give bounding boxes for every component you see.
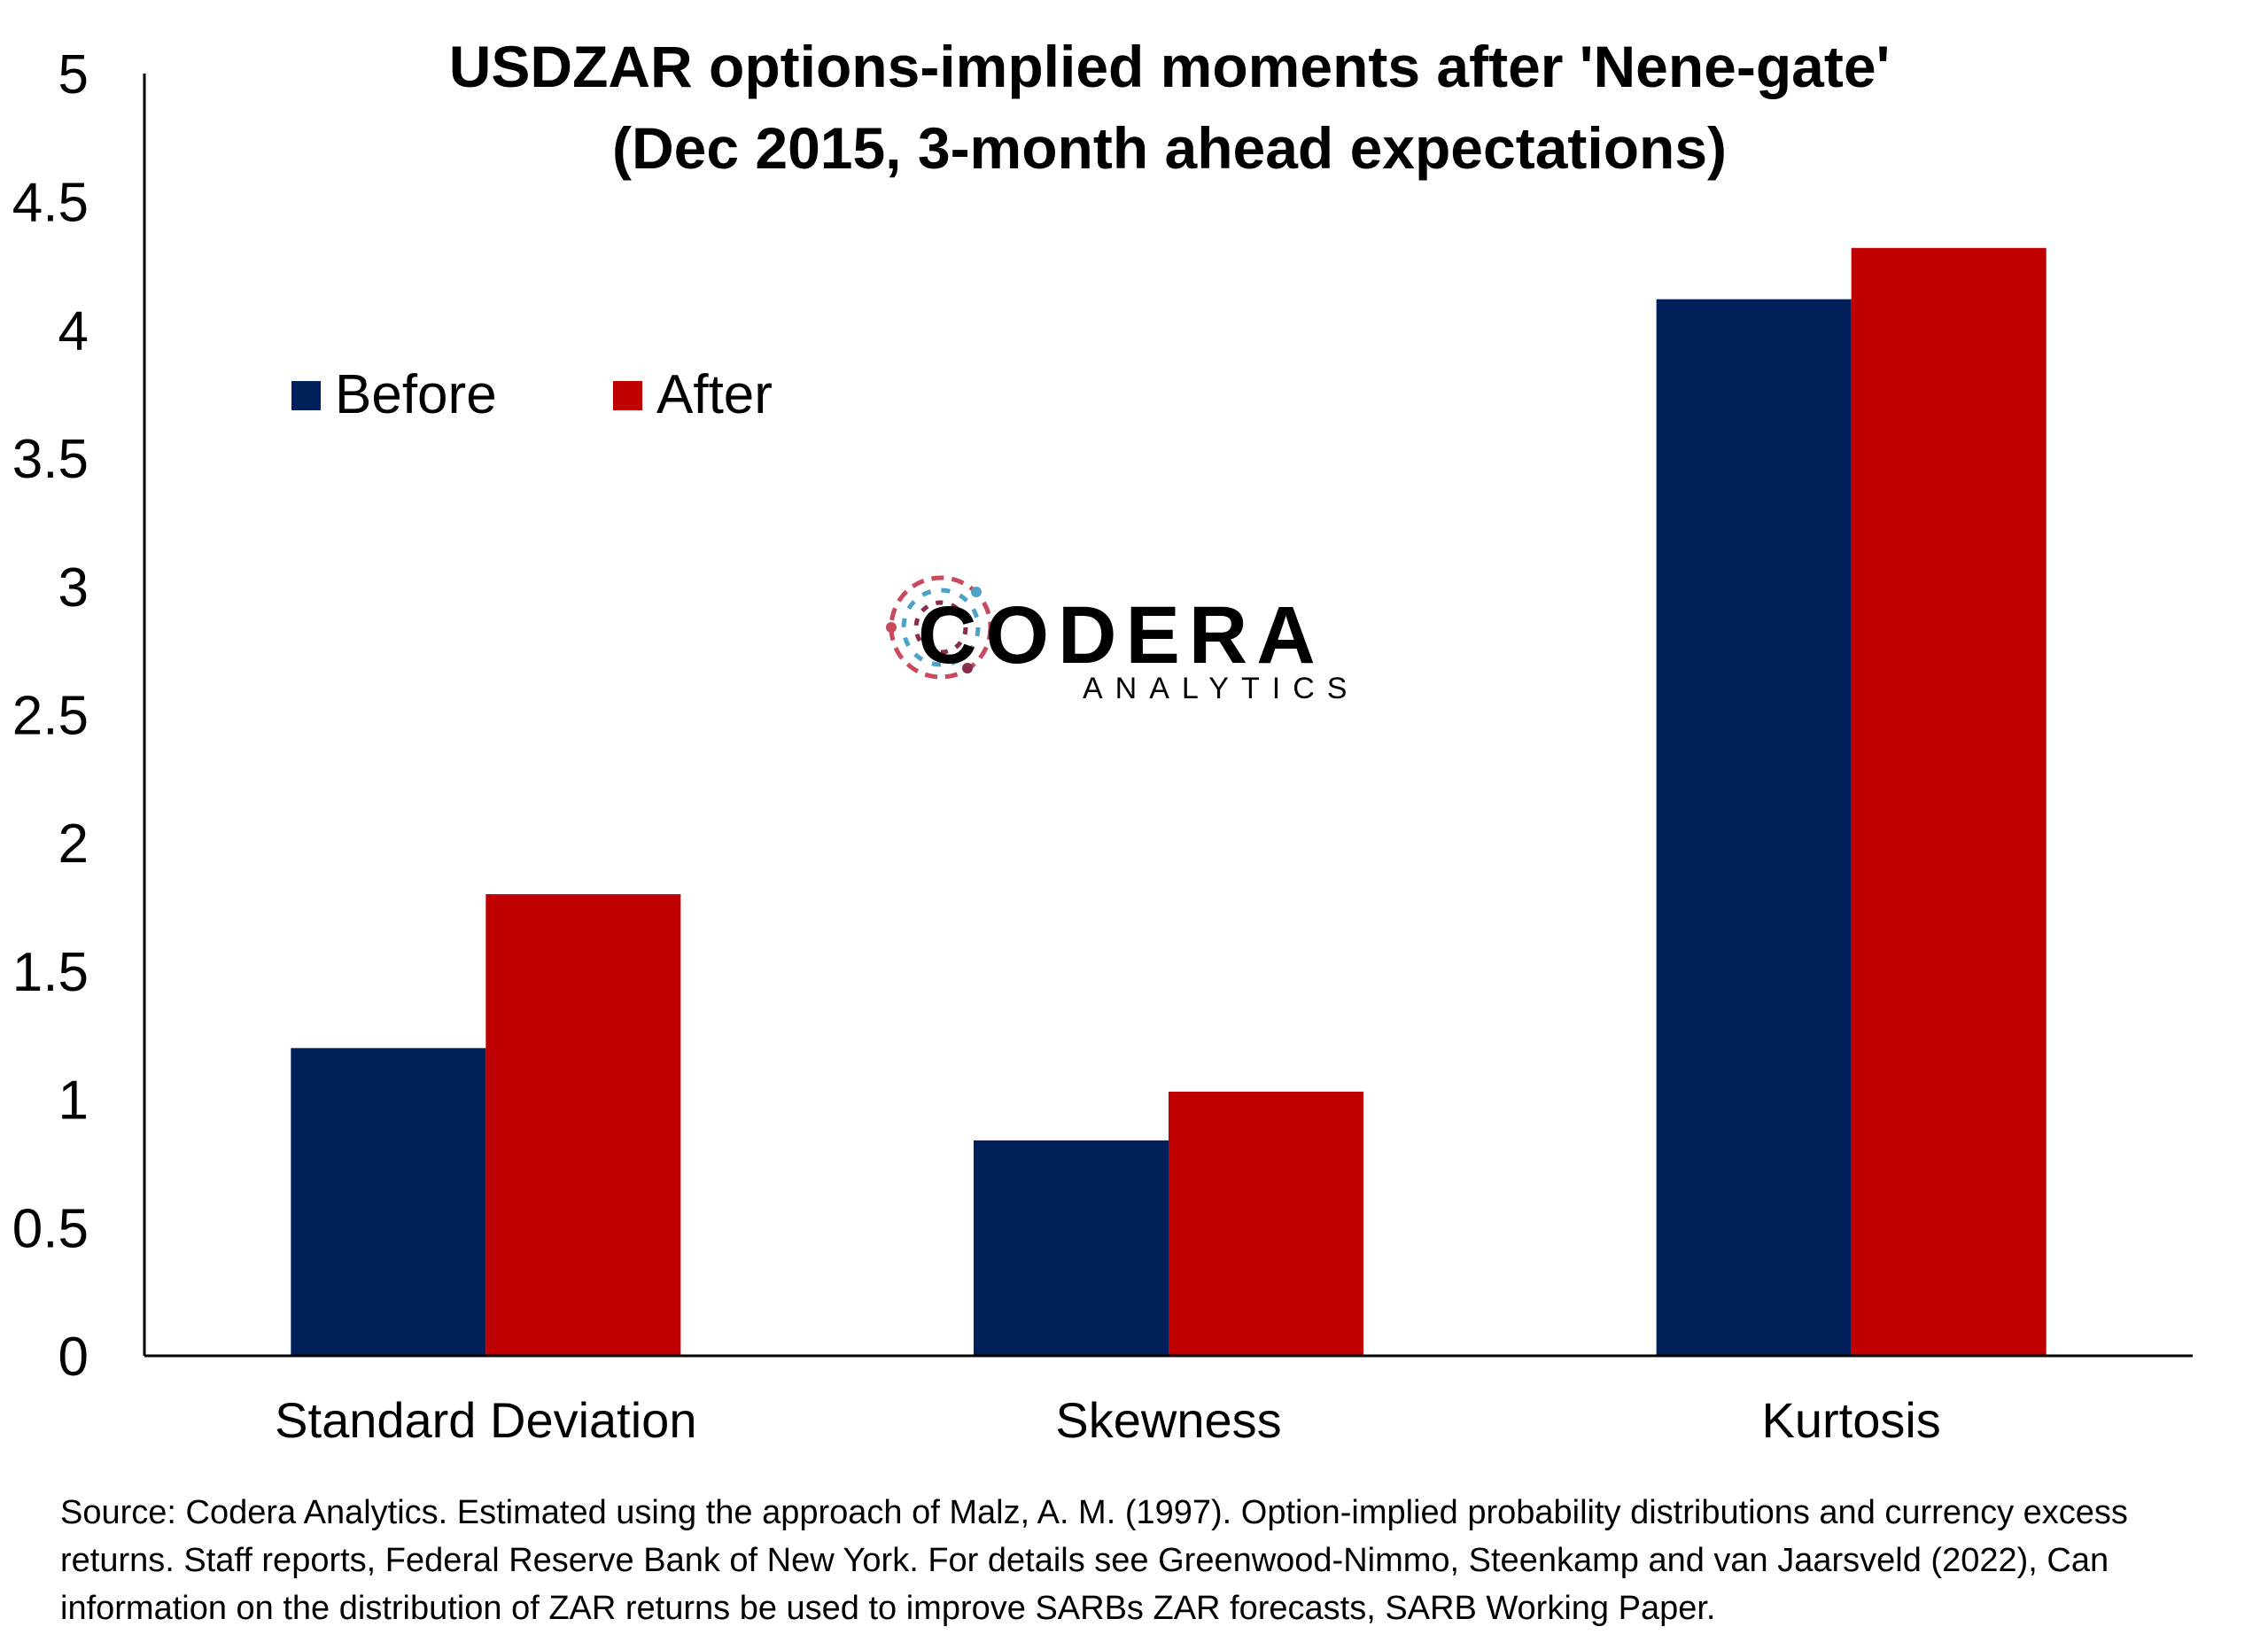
y-tick-label: 0.5 [12,1198,89,1259]
y-tick-label: 3.5 [12,429,89,490]
legend-label-after: After [656,364,773,425]
legend-swatch-after [613,381,642,410]
y-tick-label: 2.5 [12,686,89,747]
chart-title: USDZAR options-implied moments after 'Ne… [449,34,1891,99]
y-tick-label: 1.5 [12,942,89,1003]
bar-after-1 [1169,1091,1363,1356]
logo-subtitle: ANALYTICS [1083,672,1359,705]
legend: Before After [291,364,773,425]
source-note: Source: Codera Analytics. Estimated usin… [60,1494,2128,1627]
y-tick-label: 5 [58,44,89,105]
y-axis: 0 0.5 1 1.5 2 2.5 3 3.5 4 4.5 5 [12,44,146,1388]
chart-subtitle: (Dec 2015, 3-month ahead expectations) [612,115,1727,181]
y-tick-label: 4 [58,300,89,362]
y-tick-label: 4.5 [12,173,89,234]
y-tick-label: 3 [58,557,89,619]
bar-before-2 [1656,299,1852,1356]
bar-before-0 [291,1047,486,1356]
bar-after-2 [1851,247,2047,1356]
y-tick-label: 1 [58,1070,89,1132]
legend-swatch-before [291,381,321,410]
logo-wordmark: CODERA [918,590,1324,681]
logo-circuit-icon [886,575,993,680]
legend-label-before: Before [335,364,497,425]
codera-logo: CODERA ANALYTICS [886,575,1359,705]
x-tick-label: Standard Deviation [275,1392,696,1448]
x-tick-label: Kurtosis [1762,1392,1941,1448]
bars [291,247,2047,1356]
bar-after-0 [485,894,681,1356]
x-tick-label: Skewness [1055,1392,1281,1448]
y-tick-label: 0 [58,1327,89,1388]
bar-before-1 [974,1140,1169,1356]
x-axis: Standard Deviation Skewness Kurtosis [144,1354,2193,1448]
y-tick-label: 2 [58,813,89,875]
